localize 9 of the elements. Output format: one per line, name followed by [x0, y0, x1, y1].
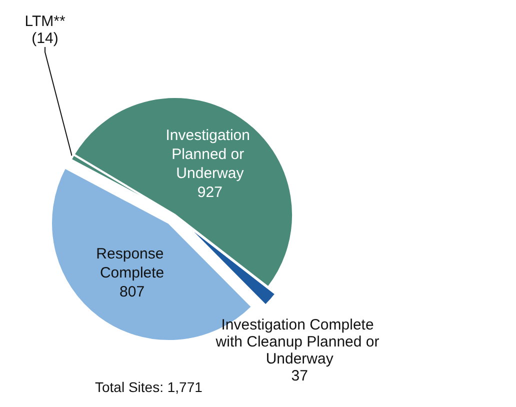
- slice-label: Investigation Planned or Underway: [166, 126, 254, 182]
- slice-label: Response Complete: [96, 245, 168, 282]
- data-label: 927: [197, 184, 222, 201]
- slice-label: Investigation Complete with Cleanup Planned or Underway: [214, 316, 384, 368]
- data-label: 807: [120, 283, 145, 300]
- data-label: (14): [32, 30, 58, 47]
- slice-label: LTM**: [24, 13, 66, 30]
- data-label: 37: [291, 367, 308, 384]
- text: Total Sites: 1,771: [95, 379, 203, 395]
